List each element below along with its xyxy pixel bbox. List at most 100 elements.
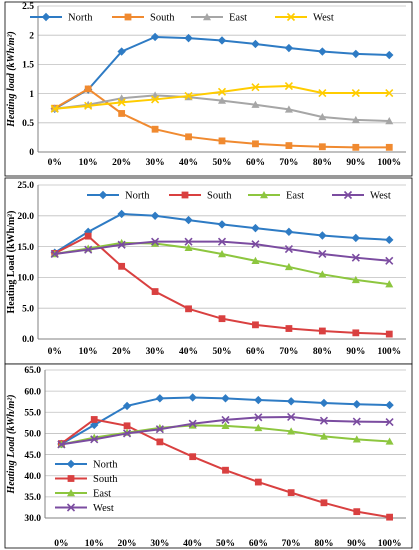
data-point [251,83,260,92]
data-point [386,513,393,521]
data-point [251,100,260,108]
x-tick-label: 50% [216,539,235,549]
data-point [284,105,293,113]
data-point [286,397,296,406]
data-point [150,211,160,220]
data-point [287,489,295,497]
data-point [155,394,165,403]
data-point [385,143,393,151]
legend-item-west: West [332,191,391,202]
data-point [185,305,192,313]
y-tick-label: 35.0 [24,493,41,503]
data-point [84,85,92,93]
data-point [222,466,229,474]
series-west [50,81,394,113]
charts-root: 0 0.5 1 1.5 2 2.5 0% 10% 20% 30% 40% 50% 60% 70% 80% 90… [4,1,413,549]
data-point [50,249,59,259]
data-point [353,508,361,516]
y-tick-label: 25.0 [17,181,34,191]
data-point [352,400,361,409]
x-tick-label: 20% [118,539,137,549]
data-point [385,235,394,245]
legend-marker [66,503,76,512]
x-tick-label: 30% [150,539,169,549]
data-point [284,244,293,254]
legend-item-east: East [55,489,111,500]
data-point [318,143,326,151]
x-tick-label: 0% [54,539,68,549]
data-point [284,227,294,237]
data-point [118,262,126,270]
data-point [285,142,293,149]
y-tick-label: 30.0 [24,514,41,524]
data-point [351,88,360,98]
legend-label: West [370,191,391,202]
legend-item-west: West [55,503,114,514]
data-point [217,237,227,246]
data-point [155,425,164,434]
legend-label: West [93,503,114,514]
data-point [122,401,132,411]
data-point [385,50,394,60]
chart-frame [4,1,413,177]
data-point [84,101,93,110]
data-point [352,329,360,337]
legend-marker [260,191,268,199]
legend-marker [67,489,75,497]
data-point [352,143,360,151]
x-tick-label: 70% [279,158,298,168]
y-axis-label: Heating Load (kWh/m²) [6,394,17,494]
data-point [284,81,293,91]
data-point [254,395,263,405]
data-point [318,112,327,121]
data-point [184,215,193,225]
data-point [320,499,328,507]
data-point [385,400,394,410]
data-point [156,438,164,446]
data-point [118,110,126,117]
data-point [251,240,260,249]
data-point [184,91,193,101]
x-tick-label: 0% [48,347,62,357]
data-point [351,253,360,262]
data-point [351,115,360,124]
y-axis-label: Heating Load (kWh/m²) [6,210,17,313]
x-tick-label: 40% [179,347,198,357]
legend-label: North [68,13,93,24]
legend-label: West [313,13,334,24]
data-point [254,423,263,432]
data-point [188,393,197,402]
legend-item-south: South [112,13,175,24]
series-south [58,416,393,521]
legend-label: South [207,191,232,202]
y-tick-label: 0.0 [22,335,34,345]
y-tick-label: 0 [29,148,34,158]
data-point [352,417,361,426]
legend-label: East [286,191,304,202]
legend-label: East [93,489,111,500]
legend-item-south: South [55,474,118,485]
y-tick-label: 15.0 [17,243,34,253]
legend-item-north: North [30,13,93,24]
data-point [251,39,260,49]
x-tick-label: 20% [112,158,131,168]
y-tick-label: 45.0 [24,451,41,461]
series-west [57,412,394,449]
data-point [252,140,259,148]
y-tick-label: 5.0 [22,304,34,314]
y-tick-label: 1 [29,90,34,100]
data-point [217,220,227,229]
legend-label: North [125,191,150,202]
data-point [150,32,160,42]
legend-item-east: East [191,13,247,24]
x-tick-label: 20% [112,347,131,357]
x-tick-label: 100% [377,158,401,168]
data-point [318,327,326,335]
series-north [57,393,394,449]
legend-marker [124,13,132,21]
data-point [151,237,160,246]
y-tick-label: 60.0 [24,387,41,397]
data-point [385,330,393,338]
x-tick-label: 90% [347,539,366,549]
